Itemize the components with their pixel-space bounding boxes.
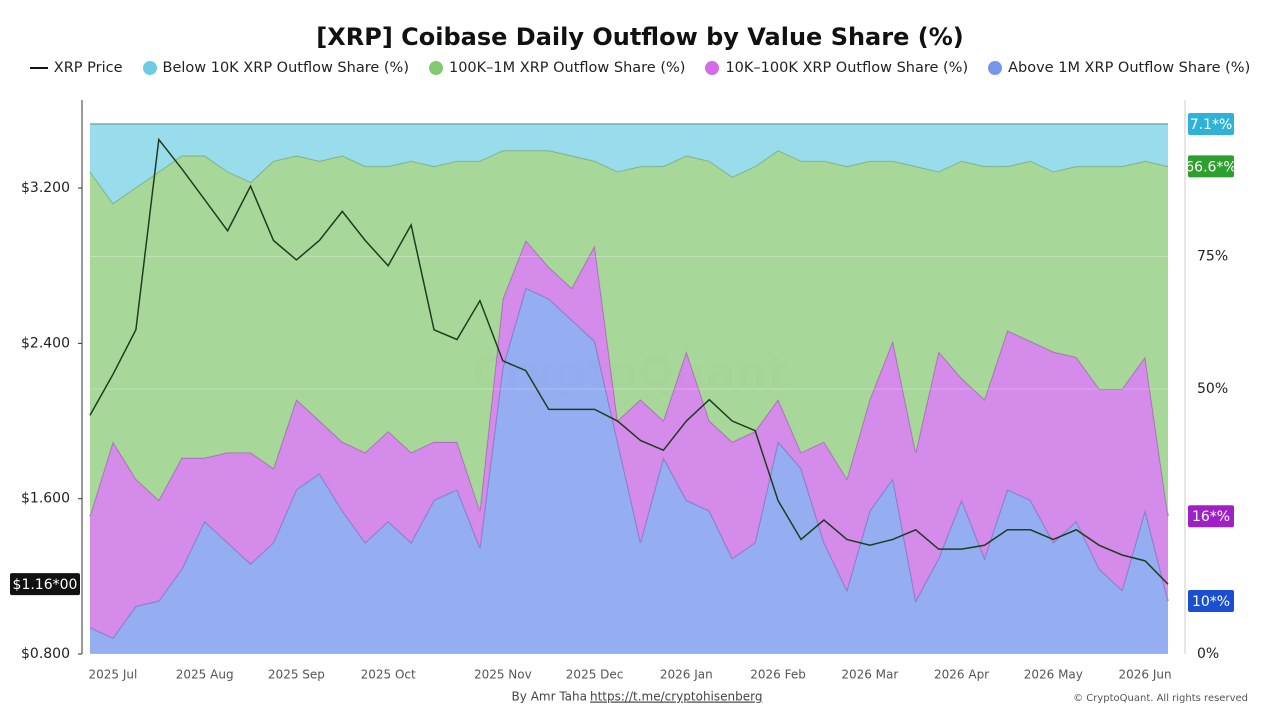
area xyxy=(90,240,1168,639)
y2-tick-label: 50% xyxy=(1197,381,1228,397)
end-badge xyxy=(1188,155,1234,178)
x-tick-label: 2026 Mar xyxy=(841,668,898,682)
end-badge xyxy=(1188,505,1234,528)
legend-item: Below 10K XRP Outflow Share (%) xyxy=(142,60,409,76)
x-tick-label: 2025 Jul xyxy=(89,668,138,682)
legend-label: 100K–1M XRP Outflow Share (%) xyxy=(448,60,686,76)
x-tick-label: 2026 Feb xyxy=(750,668,806,682)
area xyxy=(90,288,1168,654)
legend-label: Above 1M XRP Outflow Share (%) xyxy=(1008,60,1251,76)
x-tick-label: 2025 Nov xyxy=(474,668,532,682)
legend-swatch xyxy=(705,61,720,75)
legend-label: XRP Price xyxy=(53,60,123,76)
end-label: 66.6*% xyxy=(1185,159,1236,175)
y-tick-label: $2.400 xyxy=(21,335,70,351)
legend-item: 10K–100K XRP Outflow Share (%) xyxy=(705,60,968,76)
x-tick-label: 2026 Jan xyxy=(660,668,713,682)
x-tick-label: 2026 Jun xyxy=(1119,668,1172,682)
legend-swatch xyxy=(428,61,443,75)
y-tick-label: $1.600 xyxy=(21,491,70,507)
end-label: 7.1*% xyxy=(1190,117,1233,133)
legend-swatch xyxy=(29,67,48,69)
y-tick-label: $3.200 xyxy=(21,180,70,196)
x-tick-label: 2025 Dec xyxy=(566,668,624,682)
legend-item: 100K–1M XRP Outflow Share (%) xyxy=(428,60,686,76)
legend-swatch xyxy=(142,61,157,75)
legend: XRP Price Below 10K XRP Outflow Share (%)… xyxy=(0,60,1280,76)
end-badge xyxy=(10,573,80,596)
area xyxy=(90,124,1168,204)
x-tick-label: 2026 Apr xyxy=(934,668,989,682)
y-tick-label: $0.800 xyxy=(21,646,70,662)
end-badge xyxy=(1188,590,1234,612)
footer-link[interactable]: https://t.me/cryptohisenberg xyxy=(590,690,762,704)
x-tick-label: 2026 May xyxy=(1024,668,1083,682)
end-badge xyxy=(1188,113,1234,135)
end-label: $1.16*00 xyxy=(13,577,78,593)
legend-label: Below 10K XRP Outflow Share (%) xyxy=(162,60,409,76)
footer-author: By Amr Taha xyxy=(512,690,587,704)
legend-swatch xyxy=(988,61,1003,75)
legend-item: XRP Price xyxy=(29,60,123,76)
legend-label: 10K–100K XRP Outflow Share (%) xyxy=(725,60,969,76)
area-edge xyxy=(89,239,1169,517)
x-tick-label: 2025 Sep xyxy=(268,668,325,682)
footer-copyright: © CryptoQuant. All rights reserved xyxy=(1073,693,1248,704)
y2-tick-label: 75% xyxy=(1197,249,1228,265)
end-label: 10*% xyxy=(1192,594,1230,610)
end-label: 16*% xyxy=(1192,509,1230,525)
chart-title: [XRP] Coibase Daily Outflow by Value Sha… xyxy=(316,23,963,51)
area xyxy=(90,150,1168,517)
x-tick-label: 2025 Oct xyxy=(361,668,416,682)
legend-item: Above 1M XRP Outflow Share (%) xyxy=(988,60,1250,76)
x-tick-label: 2025 Aug xyxy=(176,668,234,682)
price-line xyxy=(89,137,1169,585)
y2-tick-label: 0% xyxy=(1197,646,1219,662)
